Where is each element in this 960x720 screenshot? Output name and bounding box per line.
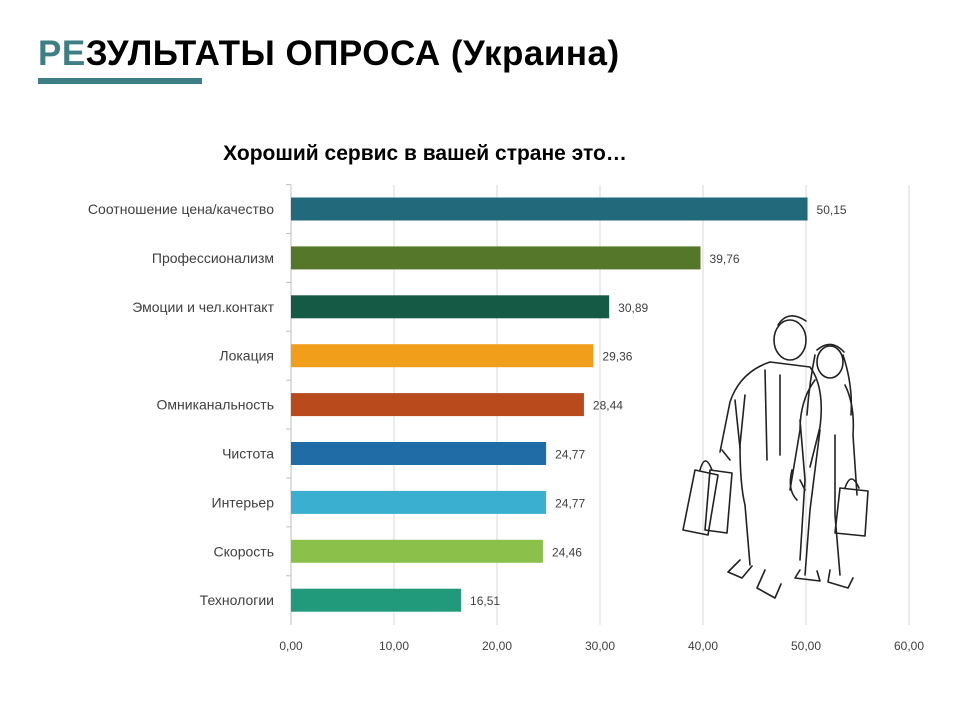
bar <box>291 246 701 270</box>
bar <box>291 490 547 514</box>
value-label: 39,76 <box>710 252 740 266</box>
value-label: 24,77 <box>555 496 585 510</box>
x-tick-label: 50,00 <box>791 639 821 653</box>
category-label: Соотношение цена/качество <box>88 201 274 217</box>
category-label: Профессионализм <box>152 250 274 266</box>
bars: Соотношение цена/качество 50,15 Профессион… <box>88 197 847 612</box>
value-label: 28,44 <box>593 399 623 413</box>
bar <box>291 393 584 417</box>
slide-title-rest: ЗУЛЬТАТЫ ОПРОСА (Украина) <box>85 34 620 73</box>
value-label: 29,36 <box>602 350 632 364</box>
slide-title-accent: РЕ <box>38 34 86 73</box>
category-label: Эмоции и чел.контакт <box>132 299 274 315</box>
x-tick-label: 30,00 <box>585 639 615 653</box>
x-tick-label: 10,00 <box>379 639 409 653</box>
couple-shopping-sketch-icon <box>682 315 869 599</box>
x-tick-label: 60,00 <box>894 639 924 653</box>
category-label: Локация <box>219 348 274 364</box>
x-tick-label: 20,00 <box>482 639 512 653</box>
category-label: Скорость <box>214 543 274 559</box>
category-label: Технологии <box>200 592 274 608</box>
bar <box>291 344 594 368</box>
category-label: Омниканальность <box>157 397 275 413</box>
value-label: 24,77 <box>555 448 585 462</box>
value-label: 30,89 <box>618 301 648 315</box>
x-tick-label: 0,00 <box>279 639 303 653</box>
value-label: 16,51 <box>470 594 500 608</box>
category-label: Интерьер <box>212 494 275 510</box>
category-label: Чистота <box>222 446 274 462</box>
bar <box>291 588 462 612</box>
value-label: 50,15 <box>817 203 847 217</box>
bar <box>291 295 610 319</box>
title-underline <box>38 78 202 84</box>
x-axis-ticks: 0,00 10,00 20,00 30,00 40,00 50,00 60,00 <box>279 639 924 653</box>
bar <box>291 442 547 465</box>
bar <box>291 197 808 221</box>
value-label: 24,46 <box>552 545 582 559</box>
chart-title: Хороший сервис в вашей стране это… <box>223 142 627 165</box>
x-tick-label: 40,00 <box>688 639 718 653</box>
slide-title: РЕЗУЛЬТАТЫ ОПРОСА (Украина) <box>38 34 620 74</box>
bar <box>291 539 543 563</box>
